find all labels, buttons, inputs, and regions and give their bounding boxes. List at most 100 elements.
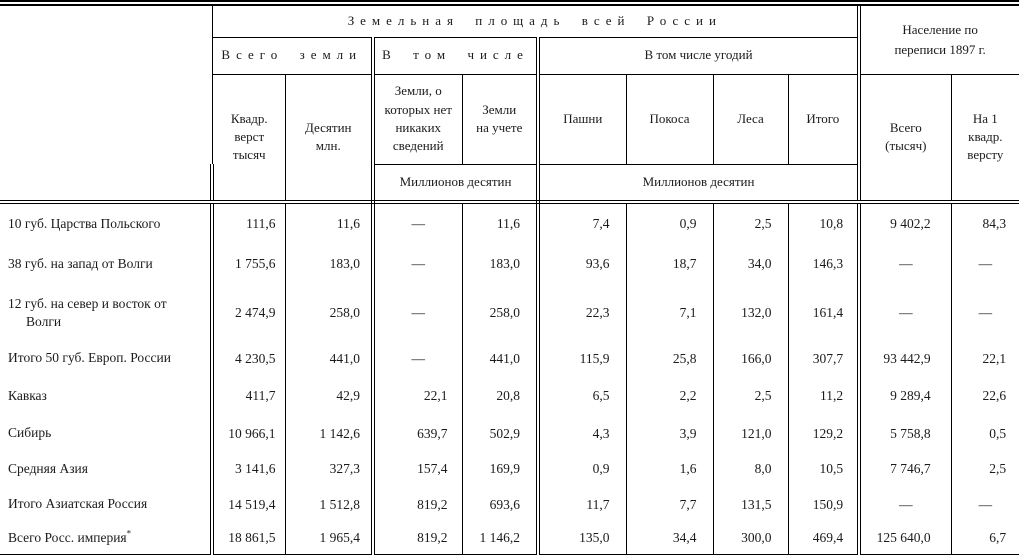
table-cell: 18,7 xyxy=(626,243,714,286)
corner-empty-cell xyxy=(0,3,213,164)
table-row: Кавказ 411,7 42,9 22,1 20,8 6,5 2,2 2,5 … xyxy=(0,377,1019,416)
col-header-total: Итого xyxy=(788,74,862,165)
group-header-total-land: Всего земли xyxy=(212,37,375,75)
table-cell: 161,4 xyxy=(788,285,862,340)
table-cell: 1 965,4 xyxy=(285,522,375,555)
col-header-forests: Леса xyxy=(713,74,789,165)
table-cell: 4 230,5 xyxy=(212,339,286,378)
header-row-titles: Земельная площадь всей России Население … xyxy=(0,3,1019,164)
col-header-no-info-lands: Земли, о которых нет никаких сведений xyxy=(373,74,463,165)
table-cell: 18 861,5 xyxy=(212,522,286,555)
table-cell: 131,5 xyxy=(713,486,789,523)
table-row: Итого 50 губ. Европ. России 4 230,5 441,… xyxy=(0,339,1019,378)
table-cell: 22,1 xyxy=(982,350,1007,366)
table-cell: 3,9 xyxy=(626,415,714,452)
table-cell: 469,4 xyxy=(788,522,862,555)
table-cell: 10 966,1 xyxy=(212,415,286,452)
table-cell: 25,8 xyxy=(626,339,714,378)
table-cell: 132,0 xyxy=(713,285,789,340)
table-cell: 10,8 xyxy=(788,202,862,244)
table-row: Итого Азиатская Россия 14 519,4 1 512,8 … xyxy=(0,486,1019,523)
table-cell: 11,6 xyxy=(285,202,375,244)
table-cell: 0,5 xyxy=(989,425,1007,441)
table-cell: 93,6 xyxy=(538,243,627,286)
table-cell: 135,0 xyxy=(538,522,627,555)
table-cell: 11,2 xyxy=(788,377,862,416)
table-cell: 693,6 xyxy=(462,486,540,523)
table-cell: 2,5 xyxy=(713,377,789,416)
table-cell: 20,8 xyxy=(462,377,540,416)
table-row: 38 губ. на запад от Волги 1 755,6 183,0 … xyxy=(0,243,1019,286)
row-label: 10 губ. Царства Польского xyxy=(0,202,214,244)
header-row-groups: Всего земли В том числе В том числе угод… xyxy=(0,37,1019,75)
col-header-population-total: Всего (тысяч) xyxy=(859,74,952,204)
row-label: Всего Росс. империя* xyxy=(0,522,214,555)
land-area-title: Земельная площадь всей России xyxy=(212,3,862,38)
table-cell: 9 402,2 xyxy=(859,202,952,244)
col-header-hayfields: Покоса xyxy=(626,74,714,165)
footnote-marker: * xyxy=(126,528,132,539)
row-label: Сибирь xyxy=(0,415,214,452)
table-cell: 2 474,9 xyxy=(212,285,286,340)
row-label: Итого Азиатская Россия xyxy=(0,486,214,523)
table-cell: 125 640,0 xyxy=(859,522,952,555)
table-cell: 2,2 xyxy=(626,377,714,416)
table-cell: 2,5 xyxy=(713,202,789,244)
table-cell: 6,5 xyxy=(538,377,627,416)
table-cell: 183,0 xyxy=(285,243,375,286)
col-header-population-density: На 1 квадр. версту xyxy=(951,74,1019,204)
units-header-ugod: Миллионов десятин xyxy=(538,164,862,204)
table-cell: — xyxy=(978,496,993,512)
table-cell: — xyxy=(978,304,993,320)
table-cell: 166,0 xyxy=(713,339,789,378)
table-cell: — xyxy=(373,243,463,286)
table-cell: — xyxy=(859,285,952,340)
table-cell: 84,3 xyxy=(982,215,1007,231)
header-row-columns: Квадр. верст тысяч Десятин млн. Земли, о… xyxy=(0,74,1019,204)
table-cell: 300,0 xyxy=(713,522,789,555)
table-cell: 150,9 xyxy=(788,486,862,523)
table-cell: 14 519,4 xyxy=(212,486,286,523)
table-cell: 819,2 xyxy=(373,522,463,555)
table-cell: 34,0 xyxy=(713,243,789,286)
table-cell: 258,0 xyxy=(285,285,375,340)
table-cell: 4,3 xyxy=(538,415,627,452)
group-header-including-ugod: В том числе угодий xyxy=(538,37,862,75)
table-cell: 10,5 xyxy=(788,451,862,487)
table-cell: 8,0 xyxy=(713,451,789,487)
table-cell: 115,9 xyxy=(538,339,627,378)
table-cell: 639,7 xyxy=(373,415,463,452)
table-cell: 0,9 xyxy=(538,451,627,487)
row-label-text: Всего Росс. империя xyxy=(8,530,127,545)
group-header-including: В том числе xyxy=(373,37,540,75)
table-cell: — xyxy=(978,256,993,272)
row-label: 38 губ. на запад от Волги xyxy=(0,243,214,286)
table-cell: 1,6 xyxy=(626,451,714,487)
col-header-accounted-lands: Земли на учете xyxy=(462,74,540,165)
table-cell: 1 142,6 xyxy=(285,415,375,452)
table-cell: 129,2 xyxy=(788,415,862,452)
table-cell: — xyxy=(859,243,952,286)
table-cell: 146,3 xyxy=(788,243,862,286)
table-row-total: Всего Росс. империя* 18 861,5 1 965,4 81… xyxy=(0,522,1019,555)
table-cell: 819,2 xyxy=(373,486,463,523)
table-cell: 22,3 xyxy=(538,285,627,340)
row-label: Кавказ xyxy=(0,377,214,416)
table-cell: 34,4 xyxy=(626,522,714,555)
units-header-including: Миллионов десятин xyxy=(373,164,540,204)
table-cell: 1 146,2 xyxy=(462,522,540,555)
row-label: Итого 50 губ. Европ. России xyxy=(0,339,214,378)
table-row: 10 губ. Царства Польского 111,6 11,6 — 1… xyxy=(0,202,1019,244)
table-cell: 157,4 xyxy=(373,451,463,487)
table-cell: 441,0 xyxy=(285,339,375,378)
table-row: Средняя Азия 3 141,6 327,3 157,4 169,9 0… xyxy=(0,451,1019,487)
table-cell: — xyxy=(373,339,463,378)
col-header-arable: Пашни xyxy=(538,74,627,165)
table-cell: 22,1 xyxy=(373,377,463,416)
table-cell: — xyxy=(859,486,952,523)
table-cell: 258,0 xyxy=(462,285,540,340)
table-cell: 7 746,7 xyxy=(859,451,952,487)
col-header-desyatin-mln: Десятин млн. xyxy=(285,74,375,204)
table-cell: 441,0 xyxy=(462,339,540,378)
